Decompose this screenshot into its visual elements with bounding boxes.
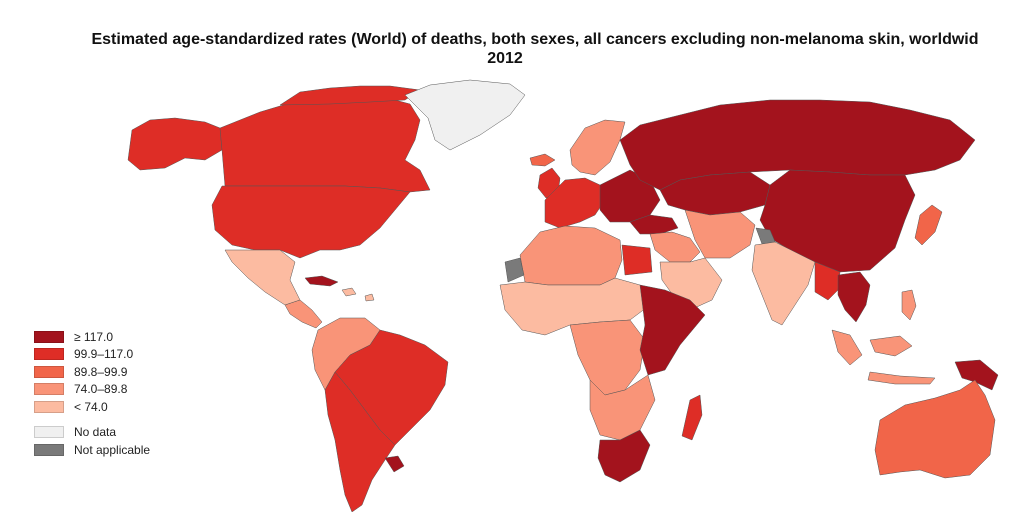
region-indonesia[interactable] xyxy=(831,329,936,385)
legend-swatch xyxy=(34,330,64,343)
legend-item-not-applicable: Not applicable xyxy=(34,441,150,459)
region-madagascar[interactable] xyxy=(681,394,703,441)
region-north-africa[interactable] xyxy=(519,225,623,286)
legend-swatch xyxy=(34,443,64,456)
region-east-africa[interactable] xyxy=(639,284,706,376)
legend-item: 89.8–99.9 xyxy=(34,363,150,381)
region-uruguay[interactable] xyxy=(384,455,405,473)
region-south-america-south[interactable] xyxy=(324,371,396,512)
legend-label: 99.9–117.0 xyxy=(74,347,134,362)
region-south-africa[interactable] xyxy=(597,429,651,483)
region-philippines[interactable] xyxy=(901,289,917,321)
legend-item: 74.0–89.8 xyxy=(34,381,150,399)
region-usa[interactable] xyxy=(211,185,411,259)
legend-label: Not applicable xyxy=(74,442,151,457)
map-title: Estimated age-standardized rates (World)… xyxy=(0,30,1010,68)
region-egypt[interactable] xyxy=(621,244,653,276)
region-india[interactable] xyxy=(751,241,816,326)
region-iran[interactable] xyxy=(684,209,756,259)
region-central-africa[interactable] xyxy=(569,319,646,396)
legend-label: ≥ 117.0 xyxy=(74,329,114,344)
region-iceland[interactable] xyxy=(529,153,556,167)
region-southern-africa[interactable] xyxy=(589,374,656,441)
legend-label: 89.8–99.9 xyxy=(74,364,128,379)
region-japan-korea[interactable] xyxy=(914,204,943,246)
region-cuba[interactable] xyxy=(304,275,339,287)
region-canada-islands[interactable] xyxy=(279,85,421,106)
region-indochina[interactable] xyxy=(837,271,871,323)
region-canada[interactable] xyxy=(219,95,431,193)
region-alaska[interactable] xyxy=(127,117,223,171)
region-central-america[interactable] xyxy=(284,299,323,329)
map-legend: ≥ 117.0 99.9–117.0 89.8–99.9 74.0–89.8 <… xyxy=(34,328,150,459)
legend-item-no-data: No data xyxy=(34,424,150,442)
region-mongolia-china[interactable] xyxy=(759,169,916,273)
legend-label: No data xyxy=(74,425,117,440)
region-australia[interactable] xyxy=(874,379,996,479)
region-greenland[interactable] xyxy=(404,79,526,151)
legend-swatch xyxy=(34,383,64,396)
legend-swatch xyxy=(34,348,64,361)
region-caribbean[interactable] xyxy=(341,287,375,302)
region-southeast-asia[interactable] xyxy=(814,261,841,301)
legend-item: < 74.0 xyxy=(34,398,150,416)
map-title-line2: 2012 xyxy=(487,50,523,67)
map-title-line1: Estimated age-standardized rates (World)… xyxy=(91,31,979,48)
region-western-sahara[interactable] xyxy=(504,257,525,283)
region-turkey[interactable] xyxy=(629,214,679,235)
region-scandinavia[interactable] xyxy=(569,119,626,176)
legend-label: < 74.0 xyxy=(74,399,108,414)
legend-classes: ≥ 117.0 99.9–117.0 89.8–99.9 74.0–89.8 <… xyxy=(34,328,150,416)
legend-item: 99.9–117.0 xyxy=(34,346,150,364)
region-png[interactable] xyxy=(954,359,999,391)
legend-item: ≥ 117.0 xyxy=(34,328,150,346)
legend-swatch xyxy=(34,400,64,413)
legend-swatch xyxy=(34,365,64,378)
legend-label: 74.0–89.8 xyxy=(74,382,128,397)
legend-swatch xyxy=(34,426,64,439)
region-mexico[interactable] xyxy=(224,249,301,306)
region-middle-east[interactable] xyxy=(649,231,701,263)
